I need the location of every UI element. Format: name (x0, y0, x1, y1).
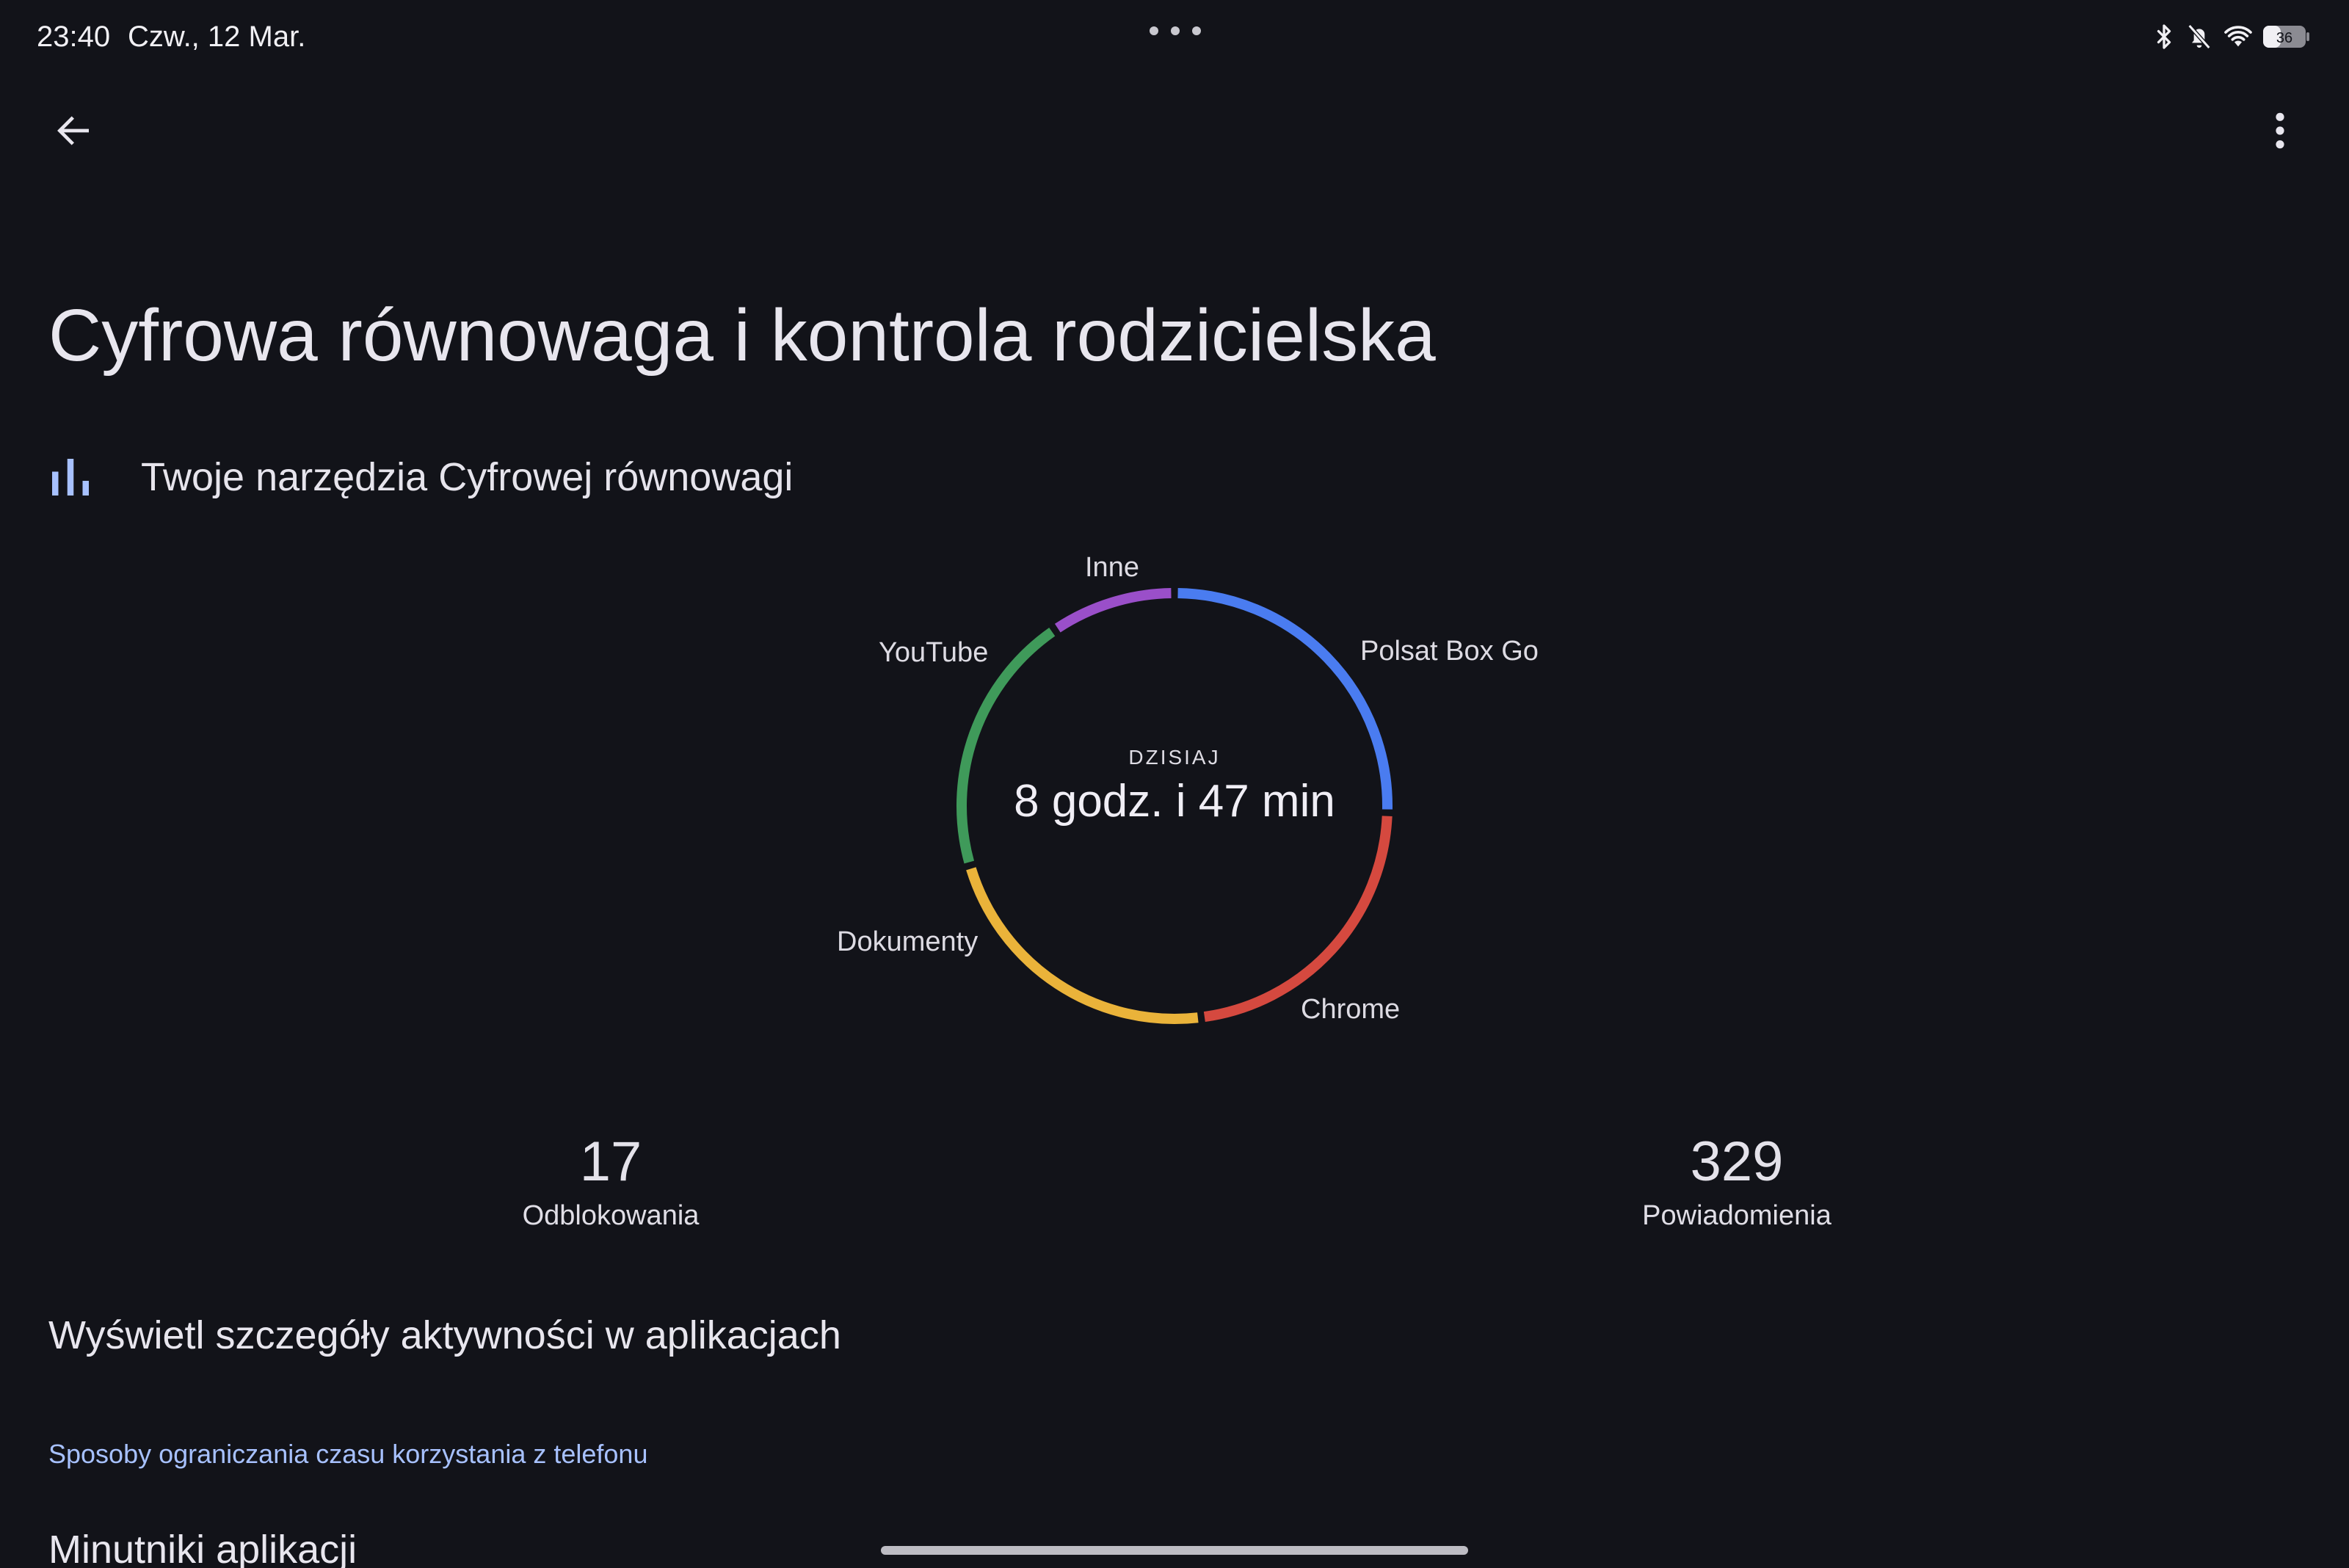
more-vert-icon (2276, 112, 2284, 149)
unlocks-label: Odblokowania (522, 1200, 700, 1231)
notifications-stat: 329 Powiadomienia (1517, 1129, 1957, 1233)
usage-donut-chart[interactable]: DZISIAJ 8 godz. i 47 min Polsat Box Go C… (734, 529, 1615, 1057)
donut-svg (956, 588, 1393, 1024)
arrow-back-icon (57, 116, 89, 145)
more-options-button[interactable] (2248, 98, 2312, 163)
status-time: 23:40 (37, 21, 111, 53)
unlocks-stat: 17 Odblokowania (391, 1129, 831, 1233)
segment-label-dokumenty: Dokumenty (837, 926, 979, 957)
app-activity-details-link[interactable]: Wyświetl szczegóły aktywności w aplikacj… (48, 1313, 841, 1357)
notifications-label: Powiadomienia (1642, 1200, 1831, 1231)
donut-total-time: 8 godz. i 47 min (1014, 776, 1335, 827)
bell-off-icon (2188, 24, 2211, 49)
home-gesture-handle[interactable] (881, 1546, 1468, 1555)
bluetooth-icon (2157, 24, 2171, 49)
limit-methods-section-header: Sposoby ograniczania czasu korzystania z… (48, 1439, 648, 1469)
dot-icon (1150, 26, 1158, 35)
dot-icon (1171, 26, 1180, 35)
battery-level: 36 (2276, 30, 2292, 46)
unlocks-value: 17 (579, 1130, 642, 1193)
page-title: Cyfrowa równowaga i kontrola rodzicielsk… (48, 294, 1436, 377)
donut-segment-polsat-box-go[interactable] (1177, 588, 1393, 810)
app-timers-item[interactable]: Minutniki aplikacji (48, 1528, 357, 1568)
dot-icon (1192, 26, 1201, 35)
donut-caption: DZISIAJ (1128, 746, 1221, 769)
wifi-icon (2224, 26, 2252, 47)
notifications-value: 329 (1690, 1130, 1784, 1193)
back-button[interactable] (41, 98, 106, 163)
segment-label-chrome: Chrome (1301, 994, 1401, 1025)
status-date: Czw., 12 Mar. (128, 21, 306, 53)
segment-label-youtube: YouTube (879, 637, 989, 668)
tools-header: Twoje narzędzia Cyfrowej równowagi (48, 448, 793, 507)
segment-label-polsat-box-go: Polsat Box Go (1360, 636, 1539, 667)
tools-label: Twoje narzędzia Cyfrowej równowagi (141, 455, 794, 499)
segment-label-inne: Inne (1085, 552, 1139, 583)
status-icons: 36 (2151, 19, 2311, 54)
bar-chart-icon (52, 459, 89, 496)
battery-icon: 36 (2263, 26, 2309, 48)
donut-segment-youtube[interactable] (956, 628, 1056, 864)
donut-segment-chrome[interactable] (1203, 816, 1393, 1023)
multitask-dots[interactable] (1150, 26, 1201, 38)
donut-segment-inne[interactable] (1054, 588, 1172, 633)
donut-segment-dokumenty[interactable] (966, 867, 1199, 1024)
